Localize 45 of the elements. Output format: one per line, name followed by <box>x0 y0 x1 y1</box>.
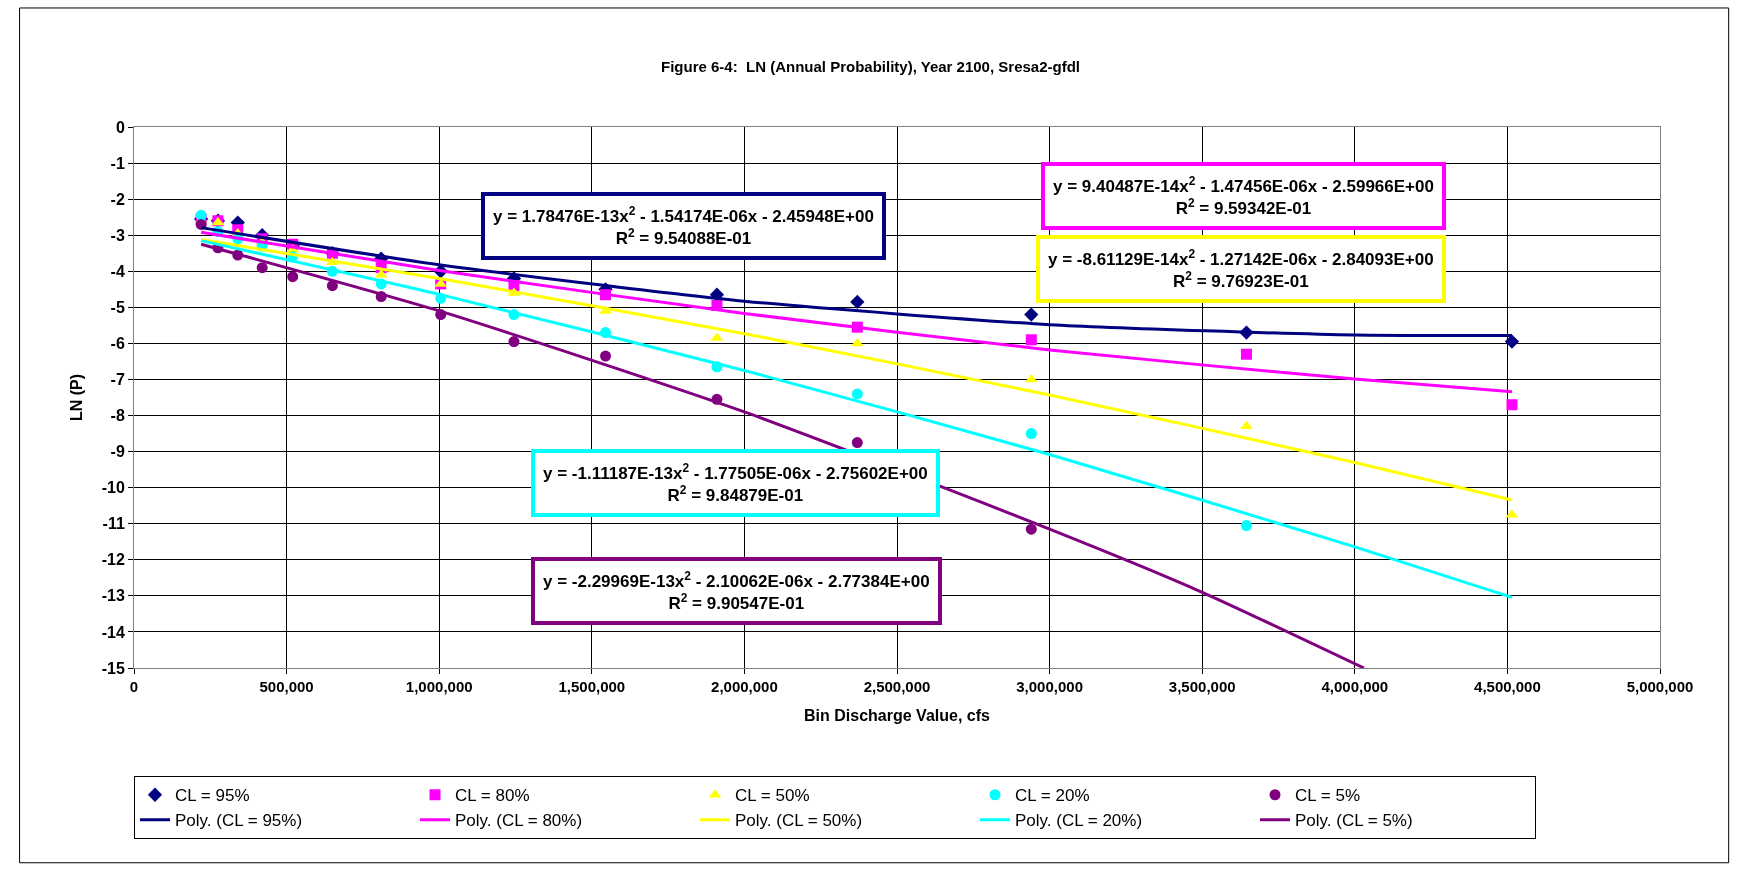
x-tick-label: 1,500,000 <box>558 678 626 695</box>
y-tick-label: -12 <box>101 551 125 569</box>
y-tick-label: -14 <box>101 623 125 641</box>
annotation: y = -1.11187E-13x$^{2}$ - 1.77505E-06x - 2.75602E+00 R$^{2}$ = 9.84879E-01 <box>543 461 928 506</box>
annotation: y = 1.78476E-13x$^{2}$ - 1.54174E-06x - 2.45948E+00 R$^{2}$ = 9.54088E-01 <box>493 204 874 249</box>
legend-label: Poly. (CL = 5%) <box>1295 811 1413 831</box>
y-tick-label: -11 <box>102 515 125 533</box>
y-tick-label: -15 <box>101 659 125 677</box>
y-tick-label: -10 <box>101 479 125 497</box>
annotation: y = 9.40487E-14x$^{2}$ - 1.47456E-06x - 2.59966E+00 R$^{2}$ = 9.59342E-01 <box>1053 174 1434 219</box>
annotation: y = -8.61129E-14x$^{2}$ - 1.27142E-06x - 2.84093E+00 R$^{2}$ = 9.76923E-01 <box>1048 247 1434 292</box>
y-tick-label: -3 <box>110 226 125 244</box>
x-tick-label: 2,500,000 <box>863 678 931 695</box>
y-tick-label: -5 <box>110 298 125 316</box>
y-tick-label: -6 <box>110 335 125 352</box>
x-tick-label: 3,000,000 <box>1016 678 1083 695</box>
y-tick-label: -9 <box>110 443 125 461</box>
legend-label: Poly. (CL = 20%) <box>1015 811 1143 831</box>
legend-label: CL = 5% <box>1295 786 1361 806</box>
legend-label: Poly. (CL = 95%) <box>175 811 303 831</box>
annotation: y = -2.29969E-13x$^{2}$ - 2.10062E-06x - 2.77384E+00 R$^{2}$ = 9.90547E-01 <box>543 569 930 614</box>
x-tick-label: 0 <box>129 678 139 695</box>
legend-label: CL = 95% <box>175 786 250 806</box>
legend-label: Poly. (CL = 50%) <box>735 811 863 831</box>
x-tick-label: 4,500,000 <box>1474 678 1541 695</box>
y-tick-label: -13 <box>101 587 125 605</box>
legend-label: CL = 50% <box>735 786 810 806</box>
y-tick-label: -1 <box>110 154 125 172</box>
chart-title: Figure 6-4: LN (Annual Probability), Year 2100, Sresa2-gfdl <box>660 58 1081 76</box>
y-tick-label: -8 <box>110 407 125 425</box>
y-tick-label: -2 <box>110 190 125 208</box>
x-tick-label: 3,500,000 <box>1168 678 1236 695</box>
y-tick-label: -7 <box>110 371 125 389</box>
x-axis-title: Bin Discharge Value, cfs <box>804 706 991 724</box>
y-axis-title: LN (P) <box>67 373 85 422</box>
x-tick-label: 1,000,000 <box>405 678 473 695</box>
legend-label: CL = 20% <box>1015 786 1090 806</box>
x-tick-label: 500,000 <box>259 678 314 695</box>
y-tick-label: 0 <box>115 118 125 136</box>
x-tick-label: 4,000,000 <box>1321 678 1389 695</box>
y-tick-label: -4 <box>110 262 125 280</box>
x-tick-label: 5,000,000 <box>1626 678 1694 695</box>
x-tick-label: 2,000,000 <box>711 678 778 695</box>
legend-label: CL = 80% <box>455 786 530 806</box>
legend-label: Poly. (CL = 80%) <box>455 811 583 831</box>
